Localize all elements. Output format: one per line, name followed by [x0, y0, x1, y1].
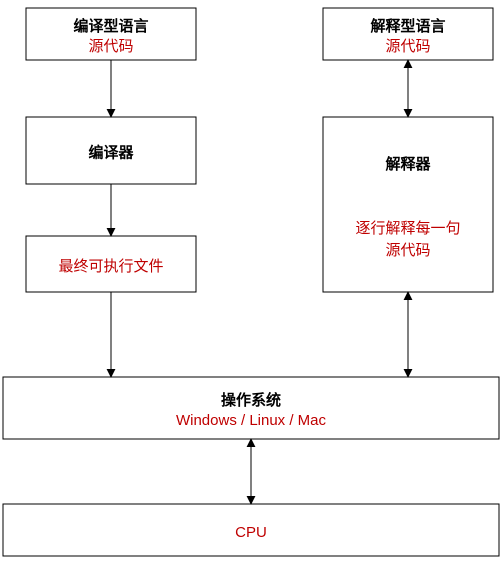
- node-cpu: CPU: [3, 504, 499, 556]
- svg-text:解释器: 解释器: [385, 155, 431, 173]
- svg-text:CPU: CPU: [235, 524, 267, 541]
- node-executable: 最终可执行文件: [26, 236, 196, 292]
- svg-text:源代码: 源代码: [385, 242, 430, 259]
- svg-text:源代码: 源代码: [385, 38, 430, 55]
- node-os: 操作系统 Windows / Linux / Mac: [3, 377, 499, 439]
- svg-text:解释型语言: 解释型语言: [370, 17, 445, 35]
- svg-text:编译器: 编译器: [88, 143, 134, 161]
- svg-text:逐行解释每一句: 逐行解释每一句: [355, 220, 460, 237]
- svg-text:Windows / Linux / Mac: Windows / Linux / Mac: [176, 412, 327, 429]
- node-compiled_src: 编译型语言源代码: [26, 8, 196, 60]
- node-interpreted_src: 解释型语言源代码: [323, 8, 493, 60]
- svg-text:操作系统: 操作系统: [221, 391, 281, 409]
- node-compiler: 编译器: [26, 117, 196, 184]
- svg-text:最终可执行文件: 最终可执行文件: [58, 258, 163, 275]
- node-interpreter: 解释器逐行解释每一句源代码: [323, 117, 493, 292]
- svg-text:编译型语言: 编译型语言: [73, 17, 148, 35]
- svg-text:源代码: 源代码: [88, 38, 133, 55]
